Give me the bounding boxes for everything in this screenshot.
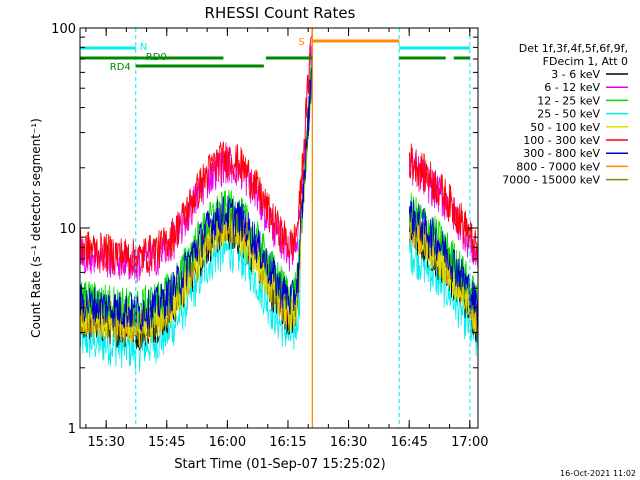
legend-label-6: 300 - 800 keV: [523, 147, 600, 160]
legend-label-2: 12 - 25 keV: [537, 94, 600, 107]
x-tick-label-5: 16:45: [390, 435, 427, 450]
chart-title: RHESSI Count Rates: [205, 4, 356, 22]
y-tick-label-1: 10: [59, 222, 76, 237]
y-tick-label-2: 100: [51, 22, 76, 37]
legend-label-1: 6 - 12 keV: [544, 81, 600, 94]
x-tick-label-0: 15:30: [87, 435, 124, 450]
legend-header-line-2: FDecim 1, Att 0: [543, 55, 628, 68]
y-axis-label: Count Rate (s⁻¹ detector segment⁻¹): [29, 118, 43, 338]
legend-label-5: 100 - 300 keV: [523, 134, 600, 147]
legend-label-4: 50 - 100 keV: [530, 121, 600, 134]
series-line-5: [79, 27, 479, 278]
x-tick-label-3: 16:15: [269, 435, 306, 450]
x-tick-label-6: 17:00: [451, 435, 488, 450]
legend: Det 1f,3f,4f,5f,6f,9f, FDecim 1, Att 0 3…: [502, 42, 628, 187]
legend-label-8: 7000 - 15000 keV: [502, 174, 600, 187]
axes: 15:30 15:45 16:00 16:15 16:30 16:45 17:00 1 10 10…: [51, 22, 488, 450]
legend-label-0: 3 - 6 keV: [551, 68, 600, 81]
footer-timestamp: 16-Oct-2021 11:02: [560, 469, 636, 478]
legend-label-3: 25 - 50 keV: [537, 108, 600, 121]
interval-label-RD0: RD0: [146, 52, 167, 63]
y-tick-label-0: 1: [68, 422, 76, 437]
series-line-6: [79, 63, 479, 332]
x-tick-label-1: 15:45: [148, 435, 185, 450]
x-tick-label-2: 16:00: [209, 435, 246, 450]
plot-area: [79, 27, 479, 428]
interval-label-N: N: [140, 42, 147, 53]
legend-label-7: 800 - 7000 keV: [516, 160, 600, 173]
interval-label-S: S: [298, 37, 304, 48]
interval-label-RD4: RD4: [110, 62, 131, 73]
x-axis-label: Start Time (01-Sep-07 15:25:02): [174, 457, 385, 472]
legend-header-line-1: Det 1f,3f,4f,5f,6f,9f,: [519, 42, 628, 55]
x-tick-label-4: 16:30: [330, 435, 367, 450]
